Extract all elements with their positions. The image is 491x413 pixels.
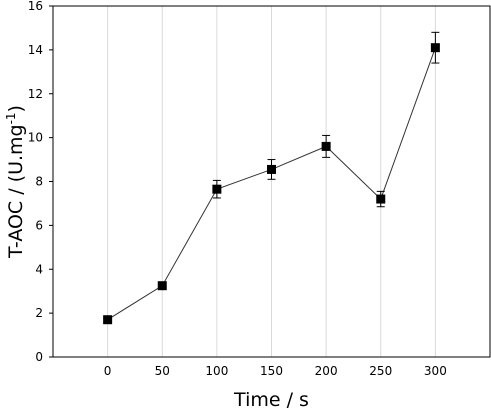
data-point-2 [212, 184, 222, 194]
y-axis-title-superscript: -1 [4, 112, 18, 124]
x-tick-label-6: 300 [424, 364, 447, 378]
x-tick-label-1: 50 [155, 364, 170, 378]
y-tick-label-3: 6 [35, 218, 43, 232]
data-point-5 [376, 194, 386, 204]
data-point-1 [157, 281, 167, 291]
data-point-6 [430, 43, 440, 53]
y-axis-title-main: T-AOC / (U.mg [5, 124, 27, 259]
y-tick-label-7: 14 [28, 43, 43, 57]
y-tick-label-8: 16 [28, 0, 43, 13]
y-tick-label-0: 0 [35, 350, 43, 364]
y-tick-label-2: 4 [35, 262, 43, 276]
grid-lines [107, 6, 436, 357]
y-axis-title-close: ) [5, 105, 27, 112]
x-tick-label-2: 100 [205, 364, 228, 378]
x-axis-title: Time / s [233, 389, 309, 411]
y-axis-title: T-AOC / (U.mg-1) [4, 105, 27, 259]
x-tick-label-4: 200 [315, 364, 338, 378]
x-tick-label-5: 250 [369, 364, 392, 378]
data-point-4 [321, 141, 331, 151]
x-tick-label-3: 150 [260, 364, 283, 378]
y-tick-label-4: 8 [35, 175, 43, 189]
x-tick-label-0: 0 [104, 364, 112, 378]
axis-ticks: 0 50 100 150 200 250 300 0 2 4 6 8 10 12 14 16 [28, 0, 447, 378]
y-tick-label-1: 2 [35, 306, 43, 320]
data-point-3 [267, 164, 276, 174]
data-point-0 [103, 315, 113, 325]
y-tick-label-5: 10 [28, 131, 43, 145]
data-markers [103, 43, 440, 325]
y-tick-label-6: 12 [28, 87, 43, 101]
